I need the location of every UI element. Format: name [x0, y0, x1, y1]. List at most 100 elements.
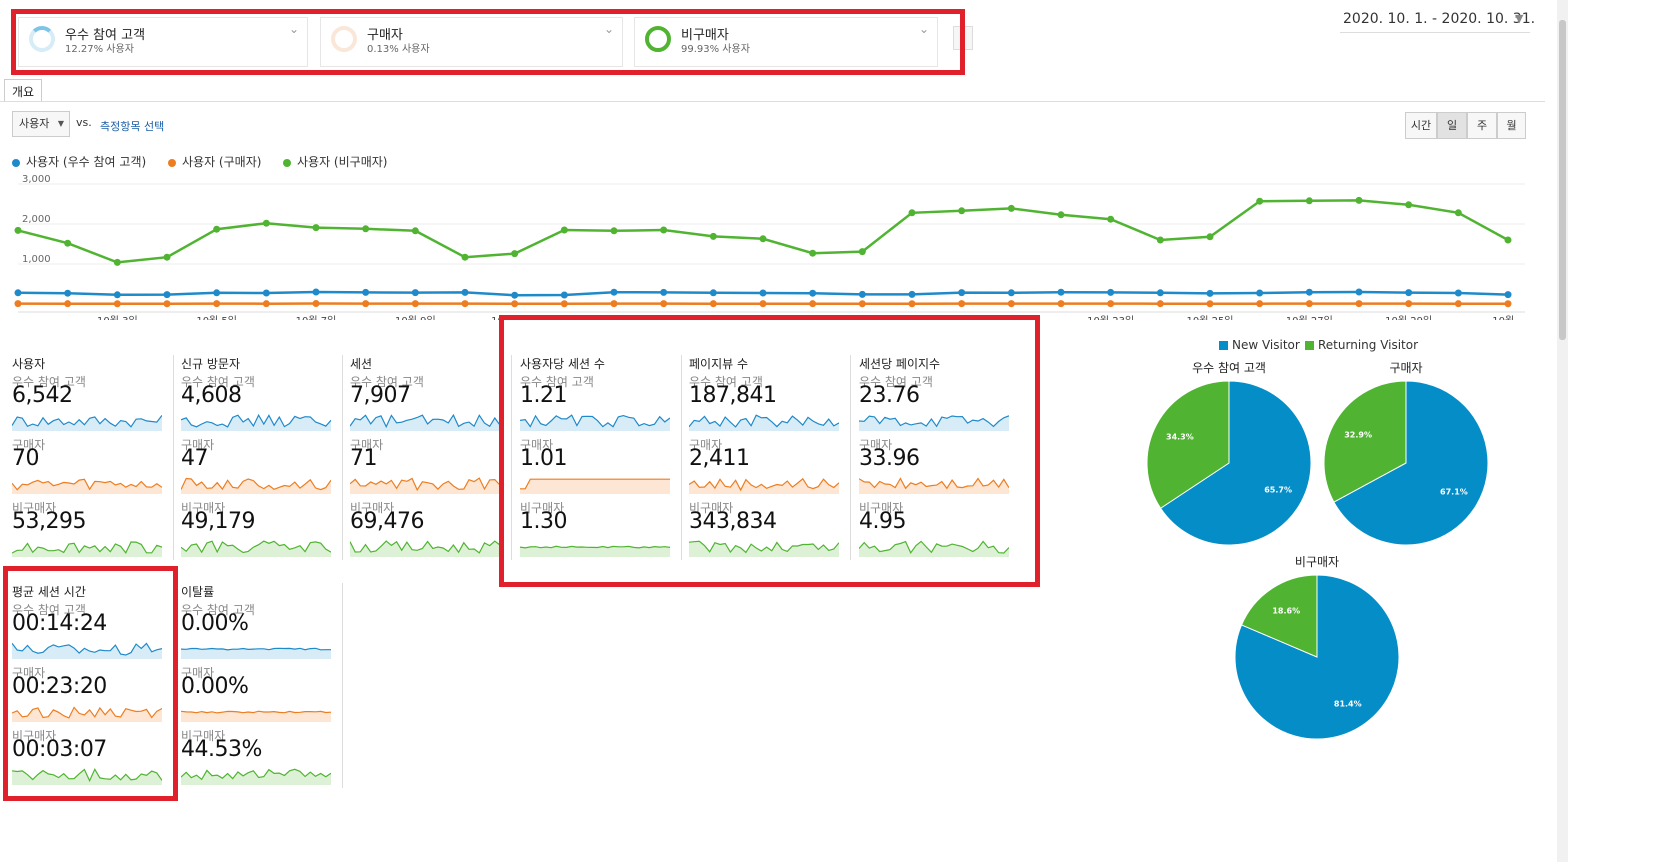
pie-slice-returning-visitor[interactable]	[1323, 380, 1407, 503]
data-point[interactable]	[362, 300, 370, 308]
data-point[interactable]	[1007, 289, 1015, 297]
series-line-2[interactable]	[17, 199, 1509, 264]
data-point[interactable]	[213, 289, 221, 297]
data-point[interactable]	[709, 232, 717, 240]
data-point[interactable]	[660, 300, 668, 308]
data-point[interactable]	[113, 258, 121, 266]
chevron-down-icon[interactable]: ⌄	[918, 22, 929, 36]
date-range[interactable]: 2020. 10. 1. - 2020. 10. 31.	[1343, 11, 1536, 27]
data-point[interactable]	[908, 300, 916, 308]
data-point[interactable]	[362, 225, 370, 233]
data-point[interactable]	[1206, 289, 1214, 297]
data-point[interactable]	[461, 253, 469, 261]
data-point[interactable]	[1305, 288, 1313, 296]
data-point[interactable]	[1206, 233, 1214, 241]
data-point[interactable]	[1156, 300, 1164, 308]
metric-card-6[interactable]: 평균 세션 시간 우수 참여 고객 00:14:24 구매자 00:23:20 비구매자 0…	[12, 583, 170, 788]
data-point[interactable]	[1156, 289, 1164, 297]
data-point[interactable]	[1107, 288, 1115, 296]
data-point[interactable]	[560, 300, 568, 308]
data-point[interactable]	[113, 291, 121, 299]
users-line-chart[interactable]: 3,000 2,000 1,000... 10월 3일 10월 5일 10월 7일 10월 …	[0, 170, 1545, 320]
data-point[interactable]	[64, 300, 72, 308]
data-point[interactable]	[1504, 300, 1512, 308]
chevron-down-icon[interactable]: ⌄	[288, 22, 299, 36]
data-point[interactable]	[660, 288, 668, 296]
data-point[interactable]	[411, 300, 419, 308]
metric-card-3[interactable]: 사용자당 세션 수 우수 참여 고객 1.21 구매자 1.01 비구매자 1.30	[520, 355, 678, 560]
data-point[interactable]	[213, 300, 221, 308]
segment-card-nonbuyers[interactable]: 비구매자 99.93% 사용자 ⌄	[634, 17, 938, 67]
data-point[interactable]	[858, 290, 866, 298]
data-point[interactable]	[1057, 300, 1065, 308]
data-point[interactable]	[1107, 215, 1115, 223]
data-point[interactable]	[511, 300, 519, 308]
data-point[interactable]	[1156, 236, 1164, 244]
data-point[interactable]	[1454, 289, 1462, 297]
scrollbar-thumb[interactable]	[1559, 20, 1566, 340]
data-point[interactable]	[1256, 197, 1264, 205]
data-point[interactable]	[660, 226, 668, 234]
data-point[interactable]	[1206, 300, 1214, 308]
granularity-month-button[interactable]: 월	[1497, 112, 1526, 139]
data-point[interactable]	[560, 291, 568, 299]
data-point[interactable]	[1504, 291, 1512, 299]
data-point[interactable]	[1504, 236, 1512, 244]
data-point[interactable]	[213, 225, 221, 233]
data-point[interactable]	[1305, 197, 1313, 205]
data-point[interactable]	[461, 288, 469, 296]
metric-dropdown[interactable]: 사용자 ▼	[12, 111, 70, 137]
segment-card-buyers[interactable]: 구매자 0.13% 사용자 ⌄	[320, 17, 623, 67]
data-point[interactable]	[1454, 300, 1462, 308]
data-point[interactable]	[958, 289, 966, 297]
data-point[interactable]	[1057, 288, 1065, 296]
data-point[interactable]	[1355, 288, 1363, 296]
data-point[interactable]	[809, 289, 817, 297]
data-point[interactable]	[709, 300, 717, 308]
data-point[interactable]	[1305, 300, 1313, 308]
pie-chart-nonbuyers[interactable]: 81.4% 18.6%	[1232, 572, 1402, 742]
data-point[interactable]	[163, 253, 171, 261]
data-point[interactable]	[709, 289, 717, 297]
data-point[interactable]	[1007, 204, 1015, 212]
pie-slice-returning-visitor[interactable]	[1240, 574, 1318, 658]
data-point[interactable]	[858, 248, 866, 256]
data-point[interactable]	[1405, 300, 1413, 308]
data-point[interactable]	[1256, 289, 1264, 297]
data-point[interactable]	[511, 250, 519, 258]
data-point[interactable]	[610, 288, 618, 296]
data-point[interactable]	[312, 288, 320, 296]
data-point[interactable]	[1405, 289, 1413, 297]
metric-card-1[interactable]: 신규 방문자 우수 참여 고객 4,608 구매자 47 비구매자 49,179	[181, 355, 339, 560]
metric-card-4[interactable]: 페이지뷰 수 우수 참여 고객 187,841 구매자 2,411 비구매자 343,834	[689, 355, 847, 560]
pie-chart-engaged[interactable]: 65.7% 34.3%	[1144, 378, 1314, 548]
data-point[interactable]	[14, 289, 22, 297]
data-point[interactable]	[461, 300, 469, 308]
metric-card-5[interactable]: 세션당 페이지수 우수 참여 고객 23.76 구매자 33.96 비구매자 4.95	[859, 355, 1017, 560]
data-point[interactable]	[809, 249, 817, 257]
granularity-day-button[interactable]: 일	[1437, 112, 1467, 139]
data-point[interactable]	[560, 226, 568, 234]
data-point[interactable]	[113, 300, 121, 308]
data-point[interactable]	[411, 289, 419, 297]
segment-card-engaged[interactable]: 우수 참여 고객 12.27% 사용자 ⌄	[18, 17, 308, 67]
data-point[interactable]	[958, 300, 966, 308]
data-point[interactable]	[14, 226, 22, 234]
data-point[interactable]	[759, 289, 767, 297]
data-point[interactable]	[262, 289, 270, 297]
data-point[interactable]	[908, 290, 916, 298]
metric-card-7[interactable]: 이탈률 우수 참여 고객 0.00% 구매자 0.00% 비구매자 44.53%	[181, 583, 339, 788]
metric-card-2[interactable]: 세션 우수 참여 고객 7,907 구매자 71 비구매자 69,476	[350, 355, 508, 560]
pie-slice-new-visitor[interactable]	[1159, 380, 1312, 546]
data-point[interactable]	[14, 300, 22, 308]
data-point[interactable]	[958, 207, 966, 215]
data-point[interactable]	[1107, 300, 1115, 308]
select-metric-link[interactable]: 측정항목 선택	[100, 120, 165, 133]
legend-engaged[interactable]: 사용자 (우수 참여 고객)	[12, 153, 146, 170]
granularity-week-button[interactable]: 주	[1467, 112, 1497, 139]
data-point[interactable]	[1057, 211, 1065, 219]
data-point[interactable]	[312, 224, 320, 232]
pie-chart-buyers[interactable]: 67.1% 32.9%	[1321, 378, 1491, 548]
data-point[interactable]	[908, 209, 916, 217]
caret-down-icon[interactable]: ▼	[1515, 12, 1524, 25]
